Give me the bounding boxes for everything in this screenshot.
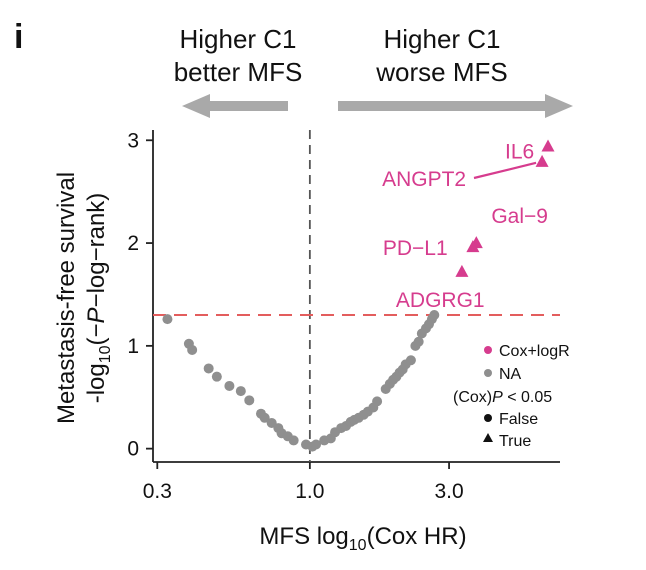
- legend-marker-true-icon: [483, 433, 493, 442]
- y-axis-label-line-2-prefix: -log: [83, 363, 110, 403]
- na-point: [224, 380, 235, 391]
- y-tick-label: 3: [127, 129, 139, 152]
- y-tick-label: 1: [127, 335, 139, 358]
- legend-marker-false: [484, 414, 492, 422]
- direction-left-line-1: Higher C1: [179, 24, 296, 54]
- gene-labels: IL6 ANGPT2 Gal−9 PD−L1 ADGRG1: [382, 140, 548, 311]
- data-points: [162, 139, 555, 452]
- y-axis-label-line-2-italic-p: P: [83, 307, 110, 323]
- legend-shape-title-prefix: (Cox): [453, 389, 492, 406]
- na-point: [211, 371, 222, 382]
- legend-label-false: False: [499, 411, 538, 428]
- legend-label-cox-logr: Cox+logR: [499, 343, 570, 360]
- y-axis-label-line-2-suffix: −log−rank): [83, 193, 110, 308]
- y-axis-label-line-1: Metastasis-free survival: [53, 172, 80, 424]
- gene-label: PD−L1: [383, 237, 448, 260]
- plot-area: 0 1 2 3 0.3 1.0 3.0 IL6 ANGPT2 Gal−9 PD−L1 ADGRG1: [127, 129, 560, 503]
- direction-arrows: [182, 94, 573, 118]
- na-point: [405, 355, 416, 366]
- na-point: [259, 412, 270, 423]
- significant-point: [466, 240, 480, 253]
- gene-label: ANGPT2: [382, 168, 466, 191]
- legend-shape-title-italic: P: [492, 389, 503, 406]
- gene-label: ADGRG1: [396, 289, 485, 312]
- na-point: [244, 395, 255, 406]
- na-point: [372, 396, 383, 407]
- x-axis-label-prefix: MFS log: [259, 523, 348, 550]
- x-tick-label: 1.0: [295, 480, 324, 503]
- x-axis-label: MFS log10(Cox HR): [259, 523, 466, 554]
- na-point: [429, 310, 440, 321]
- na-point: [203, 363, 214, 374]
- x-tick-label: 0.3: [143, 480, 172, 503]
- gene-label: IL6: [505, 140, 534, 163]
- y-axis-label-line-2: -log10(−P−log−rank): [83, 193, 114, 404]
- legend-label-na: NA: [499, 366, 522, 383]
- na-point: [235, 386, 246, 397]
- y-tick-label: 2: [127, 232, 139, 255]
- right-arrow-icon: [338, 94, 573, 118]
- direction-right-line-2: worse MFS: [375, 57, 507, 87]
- legend-marker-cox-logr: [484, 346, 492, 354]
- na-point: [288, 435, 299, 446]
- y-tick-label: 0: [127, 438, 139, 461]
- x-ticks: 0.3 1.0 3.0: [143, 462, 464, 503]
- gene-label: Gal−9: [491, 205, 548, 228]
- y-axis-label-line-2-subscript: 10: [97, 345, 114, 363]
- legend-shape-title-suffix: < 0.05: [503, 389, 552, 406]
- x-axis-label-suffix: (Cox HR): [367, 523, 467, 550]
- legend-label-true: True: [499, 433, 531, 450]
- significant-point: [541, 139, 555, 152]
- significant-point: [535, 154, 549, 167]
- x-axis-label-subscript: 10: [349, 537, 367, 554]
- y-ticks: 0 1 2 3: [127, 129, 153, 461]
- x-tick-label: 3.0: [434, 480, 463, 503]
- na-point: [187, 344, 198, 355]
- y-axis-label-line-2-paren-open: (−: [83, 323, 110, 345]
- legend-shape-title: (Cox)P < 0.05: [453, 389, 552, 406]
- panel-letter: i: [14, 18, 23, 56]
- na-point: [413, 336, 424, 347]
- direction-header-left: Higher C1 better MFS: [174, 24, 303, 87]
- legend: Cox+logR NA (Cox)P < 0.05 False True: [453, 343, 570, 450]
- na-point: [162, 314, 173, 325]
- y-axis-label: Metastasis-free survival -log10(−P−log−r…: [53, 172, 114, 424]
- direction-header-right: Higher C1 worse MFS: [375, 24, 507, 87]
- legend-marker-na: [484, 369, 492, 377]
- direction-left-line-2: better MFS: [174, 57, 303, 87]
- direction-right-line-1: Higher C1: [383, 24, 500, 54]
- angpt2-label-connector: [473, 161, 537, 180]
- significant-point: [455, 264, 469, 277]
- left-arrow-icon: [182, 94, 288, 118]
- na-point: [311, 439, 322, 450]
